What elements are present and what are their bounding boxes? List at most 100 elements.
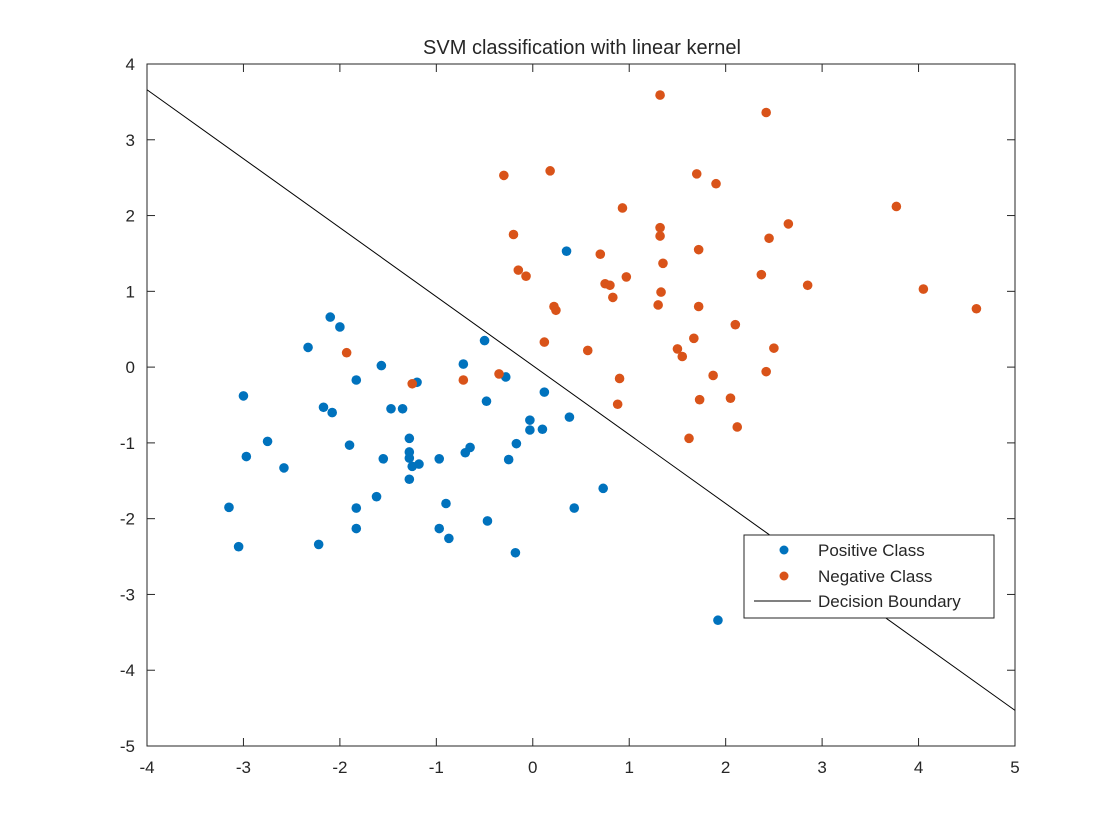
y-axis: -5 -4 -3 -2 -1 0 1 2 3 4 — [120, 55, 1015, 756]
y-tick-label: -3 — [120, 585, 135, 604]
legend-marker-negative — [779, 571, 789, 581]
negative-class-point — [513, 265, 524, 275]
positive-class-point — [233, 541, 244, 552]
y-tick-label: -5 — [120, 737, 135, 756]
negative-class-point — [693, 301, 704, 312]
positive-class-point — [525, 425, 535, 435]
negative-class-point — [656, 287, 666, 297]
negative-class-point — [407, 378, 418, 389]
positive-class-point — [537, 424, 548, 435]
x-tick-label: -1 — [429, 758, 444, 777]
positive-class-point — [503, 454, 514, 465]
positive-class-point — [434, 523, 445, 534]
negative-class-point — [521, 271, 531, 281]
positive-class-point — [238, 391, 249, 401]
positive-class-point — [397, 403, 408, 414]
negative-class-point — [730, 319, 741, 330]
negative-class-point — [783, 219, 794, 229]
negative-class-point — [655, 222, 665, 233]
positive-class-point — [569, 503, 580, 513]
negative-class-point — [499, 170, 509, 181]
positive-class-point — [511, 438, 522, 449]
x-tick-label: -4 — [139, 758, 154, 777]
positive-class-point — [351, 503, 362, 513]
scatter-layer — [224, 90, 982, 626]
positive-class-point — [479, 335, 490, 346]
negative-class-point — [617, 203, 628, 213]
positive-class-point — [525, 415, 535, 425]
negative-class-point — [684, 433, 694, 444]
negative-class-point — [545, 166, 555, 176]
positive-class-point — [441, 498, 451, 509]
positive-class-point — [313, 539, 324, 550]
y-tick-label: 3 — [126, 131, 135, 150]
y-tick-label: -2 — [120, 510, 135, 529]
negative-class-point — [494, 369, 504, 379]
negative-class-point — [341, 347, 352, 358]
positive-class-point — [458, 359, 469, 369]
axes-box — [146, 63, 1016, 747]
negative-class-point — [693, 244, 704, 255]
chart-title: SVM classification with linear kernel — [423, 37, 741, 59]
negative-class-point — [551, 305, 561, 316]
legend: Positive Class Negative Class Decision B… — [743, 534, 995, 619]
positive-class-point — [224, 502, 234, 513]
legend-label-boundary: Decision Boundary — [818, 592, 961, 611]
negative-class-point — [725, 393, 736, 403]
positive-class-point — [344, 440, 355, 450]
negative-class-point — [595, 249, 606, 260]
positive-class-point — [378, 454, 389, 464]
negative-class-point — [769, 343, 779, 353]
legend-label-positive: Positive Class — [818, 541, 925, 560]
positive-class-point — [318, 402, 329, 413]
positive-class-point — [414, 459, 424, 469]
negative-class-point — [761, 107, 771, 118]
positive-class-point — [241, 451, 252, 462]
y-tick-label: 2 — [126, 207, 135, 226]
positive-class-point — [327, 407, 337, 418]
negative-class-point — [621, 272, 632, 282]
negative-class-point — [605, 280, 615, 291]
negative-class-point — [539, 337, 550, 347]
positive-class-point — [376, 360, 387, 371]
x-tick-label: -2 — [332, 758, 347, 777]
legend-label-negative: Negative Class — [818, 567, 932, 586]
negative-class-point — [918, 284, 929, 294]
positive-class-point — [564, 412, 575, 422]
negative-class-point — [612, 399, 623, 410]
negative-class-point — [655, 90, 665, 100]
negative-class-point — [658, 258, 668, 269]
negative-class-point — [614, 373, 625, 384]
positive-class-point — [325, 312, 336, 322]
positive-class-point — [404, 474, 415, 485]
negative-class-point — [677, 351, 688, 362]
positive-class-point — [713, 615, 723, 626]
positive-class-point — [561, 246, 572, 256]
positive-class-point — [482, 516, 493, 526]
y-tick-label: -4 — [120, 661, 135, 680]
negative-class-point — [691, 169, 702, 179]
x-tick-label: 2 — [721, 758, 730, 777]
positive-class-point — [262, 436, 273, 447]
x-axis: -4 -3 -2 -1 0 1 2 3 4 5 — [139, 64, 1020, 777]
positive-class-point — [434, 454, 445, 464]
positive-class-point — [335, 322, 345, 332]
positive-class-point — [386, 403, 396, 414]
x-tick-label: 4 — [914, 758, 923, 777]
negative-class-point — [508, 229, 519, 240]
y-tick-label: 4 — [126, 55, 135, 74]
negative-class-point — [764, 233, 774, 244]
positive-class-point — [303, 342, 313, 353]
legend-marker-positive — [779, 545, 789, 555]
negative-class-point — [711, 178, 721, 189]
negative-class-point — [761, 366, 771, 377]
positive-class-point — [404, 433, 415, 444]
negative-class-point — [802, 280, 813, 291]
negative-class-point — [756, 269, 767, 280]
negative-class-point — [653, 300, 663, 310]
positive-class-point — [404, 453, 415, 463]
negative-class-point — [655, 231, 665, 241]
x-tick-label: 0 — [528, 758, 537, 777]
positive-class-point — [351, 523, 362, 534]
